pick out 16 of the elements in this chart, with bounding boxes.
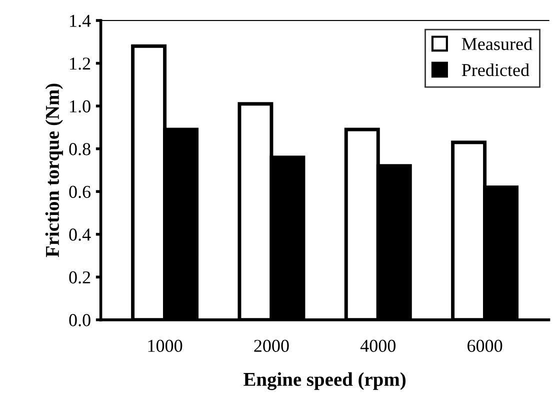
y-tick-label: 1.4	[70, 14, 91, 28]
y-axis-title: Friction torque (Nm)	[45, 84, 63, 258]
y-tick-label: 1.2	[70, 58, 90, 70]
x-tick-label: 4000	[360, 340, 396, 352]
y-tick-label: 0.0	[69, 314, 90, 326]
y-tick-label: 0.2	[69, 271, 90, 284]
y-tick-label: 0.6	[69, 186, 91, 198]
x-tick-label: 1000	[148, 340, 182, 352]
y-tick-label: 0.4	[69, 228, 91, 241]
x-tick-label: 6000	[468, 340, 502, 352]
x-tick-label: 2000	[254, 340, 289, 352]
y-tick-label: 0.8	[69, 143, 90, 156]
y-tick-label: 1.0	[70, 100, 90, 113]
legend-label: Measured	[462, 37, 532, 50]
legend-label: Predicted	[462, 63, 530, 76]
x-axis-title: Engine speed (rpm)	[244, 372, 406, 390]
